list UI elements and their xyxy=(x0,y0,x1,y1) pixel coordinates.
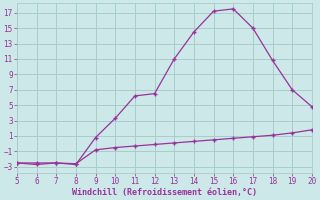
X-axis label: Windchill (Refroidissement éolien,°C): Windchill (Refroidissement éolien,°C) xyxy=(72,188,257,197)
